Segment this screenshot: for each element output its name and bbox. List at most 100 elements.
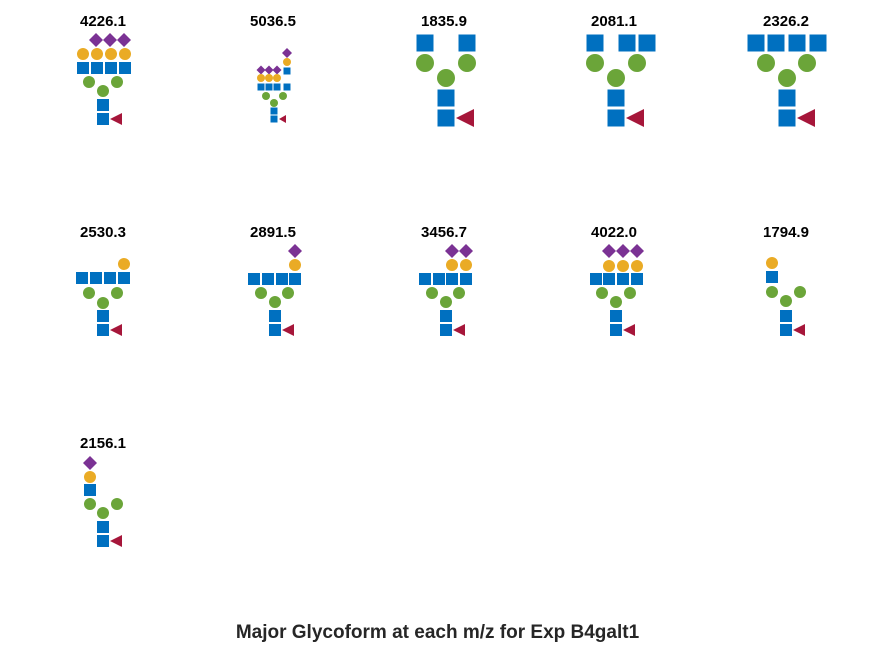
glcnac-square [458,34,476,52]
galactose-circle [257,74,265,82]
mannose-circle [798,54,816,72]
mannose-circle [607,69,625,87]
glcnac-square [437,89,455,107]
mannose-circle [757,54,775,72]
mannose-circle [416,54,434,72]
galactose-circle [105,48,117,60]
sialic-acid-diamond [445,244,459,258]
glcnac-square [590,273,602,285]
glycan-structure [747,34,827,127]
fucose-triangle [282,324,294,336]
glcnac-square [84,484,96,496]
mannose-circle [610,296,622,308]
mannose-circle [111,287,123,299]
glcnac-square [788,34,806,52]
glycoform-panel-4: 2081.1 [586,13,656,127]
glcnac-square [269,324,281,336]
sialic-acid-diamond [89,33,103,47]
mz-label: 2156.1 [80,435,126,452]
glcnac-square [276,273,288,285]
glcnac-square [97,113,109,125]
galactose-circle [460,259,472,271]
galactose-circle [91,48,103,60]
glcnac-square [273,83,281,91]
galactose-circle [265,74,273,82]
mz-label: 5036.5 [250,13,296,30]
glycoform-panel-10: 1794.9 [763,224,809,336]
fucose-triangle [793,324,805,336]
mannose-circle [596,287,608,299]
glcnac-square [440,310,452,322]
glycan-structure [416,34,476,127]
mannose-circle [279,92,287,100]
mannose-circle [440,296,452,308]
sialic-acid-diamond [602,244,616,258]
mannose-circle [282,287,294,299]
fucose-triangle [110,324,122,336]
glycoform-panel-11: 2156.1 [80,435,126,547]
glcnac-square [437,109,455,127]
mannose-circle [624,287,636,299]
fucose-triangle [110,535,122,547]
glcnac-square [119,62,131,74]
glcnac-square [607,109,625,127]
mannose-circle [780,295,792,307]
glcnac-square [97,310,109,322]
sialic-acid-diamond [264,65,274,75]
glcnac-square [778,109,796,127]
glycan-structure [419,244,473,336]
galactose-circle [617,260,629,272]
glcnac-square [248,273,260,285]
glycan-structure [256,48,292,123]
mannose-circle [270,99,278,107]
glcnac-square [104,272,116,284]
sialic-acid-diamond [282,48,292,58]
glcnac-square [433,273,445,285]
glycoform-panel-2: 5036.5 [250,13,296,123]
glcnac-square [631,273,643,285]
galactose-circle [273,74,281,82]
glcnac-square [617,273,629,285]
mannose-circle [262,92,270,100]
mannose-circle [255,287,267,299]
mannose-circle [778,69,796,87]
glcnac-square [638,34,656,52]
glcnac-square [90,272,102,284]
glycoform-panel-3: 1835.9 [416,13,476,127]
glcnac-square [610,310,622,322]
glcnac-square [262,273,274,285]
galactose-circle [289,259,301,271]
glycoform-panel-5: 2326.2 [747,13,827,127]
mannose-circle [628,54,646,72]
sialic-acid-diamond [288,244,302,258]
glcnac-square [269,310,281,322]
glycoform-panel-8: 3456.7 [419,224,473,336]
glycan-structure [76,258,130,336]
glycan-structure [766,257,806,336]
glcnac-square [446,273,458,285]
fucose-triangle [279,115,286,123]
mannose-circle [83,287,95,299]
glycoform-panel-6: 2530.3 [76,224,130,336]
mannose-circle [97,297,109,309]
glycoform-panel-9: 4022.0 [590,224,644,336]
glcnac-square [97,535,109,547]
glcnac-square [97,324,109,336]
mannose-circle [458,54,476,72]
glcnac-square [586,34,604,52]
glcnac-square [270,107,278,115]
mannose-circle [453,287,465,299]
glcnac-square [105,62,117,74]
fucose-triangle [626,109,644,127]
glcnac-square [257,83,265,91]
glcnac-square [416,34,434,52]
glcnac-square [97,99,109,111]
glycoform-panel-7: 2891.5 [248,224,302,336]
galactose-circle [631,260,643,272]
sialic-acid-diamond [272,65,282,75]
mannose-circle [794,286,806,298]
mannose-circle [97,85,109,97]
glcnac-square [289,273,301,285]
glcnac-square [77,62,89,74]
mz-label: 2081.1 [591,13,637,30]
